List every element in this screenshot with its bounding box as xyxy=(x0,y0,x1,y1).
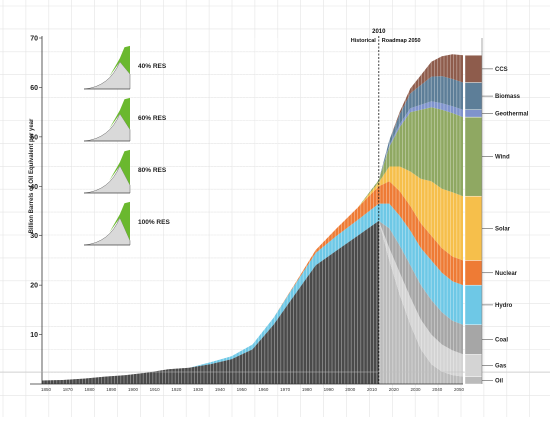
legend-label-hydro: Hydro xyxy=(495,303,513,309)
x-tick-label: 1910 xyxy=(150,387,161,392)
y-tick-label: 30 xyxy=(30,233,38,240)
legend-swatch-oil xyxy=(464,376,483,385)
x-tick-label: 1990 xyxy=(324,387,335,392)
y-tick-label: 50 xyxy=(30,134,38,141)
y-tick-label: 20 xyxy=(30,283,38,290)
y-tick-label: 60 xyxy=(30,85,38,92)
inset-label: 80% RES xyxy=(138,167,167,174)
x-tick-label: 1930 xyxy=(193,387,204,392)
inset-grey-area xyxy=(83,61,131,90)
y-tick-label: 40 xyxy=(30,184,38,191)
inset-1: 40% RES xyxy=(83,45,167,90)
legend-swatch-nuclear xyxy=(464,260,483,286)
roadmap-label: Roadmap 2050 xyxy=(382,38,421,44)
x-tick-label: 1850 xyxy=(41,387,52,392)
legend-label-ccs: CCS xyxy=(495,67,508,73)
area-hydro xyxy=(42,203,463,381)
x-tick-label: 1920 xyxy=(171,387,182,392)
legend-swatch-ccs xyxy=(464,55,483,83)
inset-label: 40% RES xyxy=(138,63,167,70)
legend-swatch-hydro xyxy=(464,284,483,325)
inset-label: 60% RES xyxy=(138,115,167,122)
legend-swatch-gas xyxy=(464,354,483,377)
inset-green-area xyxy=(109,97,130,130)
x-tick-label: 1950 xyxy=(237,387,248,392)
historical-label: Historical xyxy=(351,38,377,44)
x-tick-label: 1980 xyxy=(302,387,313,392)
y-tick-label: 10 xyxy=(30,332,38,339)
x-tick-label: 2010 xyxy=(367,387,378,392)
legend-swatch-coal xyxy=(464,324,483,355)
legend: Oil Gas Coal Hydro Nuclear Solar Wind Geotherma… xyxy=(464,38,529,385)
x-tick-label: 1880 xyxy=(84,387,95,392)
legend-label-coal: Coal xyxy=(495,338,508,344)
inset-3: 80% RES xyxy=(83,149,167,194)
inset-green-area xyxy=(109,201,130,241)
legend-label-biomass: Biomass xyxy=(495,94,521,100)
divider-year-label: 2010 xyxy=(372,29,386,35)
legend-label-geothermal: Geothermal xyxy=(495,111,529,117)
x-tick-label: 2040 xyxy=(432,387,443,392)
x-tick-label: 1960 xyxy=(258,387,269,392)
legend-swatch-solar xyxy=(464,195,483,261)
area-solar xyxy=(42,166,463,381)
y-tick-label: 70 xyxy=(30,36,38,43)
energy-areas xyxy=(42,54,463,384)
legend-label-gas: Gas xyxy=(495,363,507,369)
x-tick-label: 1900 xyxy=(128,387,139,392)
inset-2: 60% RES xyxy=(83,97,167,142)
x-tick-label: 2030 xyxy=(411,387,422,392)
legend-swatch-biomass xyxy=(464,82,483,110)
inset-green-area xyxy=(109,149,130,186)
y-axis-label: Billion Barrels of Oil Equivalent per ye… xyxy=(29,118,35,233)
legend-swatch-wind xyxy=(464,116,483,197)
x-tick-label: 1890 xyxy=(106,387,117,392)
x-tick-label: 2050 xyxy=(454,387,465,392)
x-tick-label: 2020 xyxy=(389,387,400,392)
x-tick-label: 2000 xyxy=(345,387,356,392)
bar-overlay xyxy=(43,38,461,384)
legend-label-solar: Solar xyxy=(495,226,511,232)
x-tick-label: 1970 xyxy=(280,387,291,392)
legend-label-oil: Oil xyxy=(495,378,503,384)
legend-label-nuclear: Nuclear xyxy=(495,271,518,277)
x-tick-label: 1940 xyxy=(215,387,226,392)
inset-label: 100% RES xyxy=(138,219,170,226)
scenario-insets: 40% RES 60% RES 80% RES 100% RES xyxy=(83,45,170,246)
inset-4: 100% RES xyxy=(83,201,170,246)
area-wind xyxy=(42,107,463,381)
legend-label-wind: Wind xyxy=(495,155,510,161)
inset-green-area xyxy=(109,45,130,77)
historical-divider: 2010 Historical Roadmap 2050 xyxy=(351,29,421,384)
area-historical-fossil xyxy=(42,220,379,384)
x-tick-label: 1870 xyxy=(63,387,74,392)
legend-swatch-geothermal xyxy=(464,109,483,118)
